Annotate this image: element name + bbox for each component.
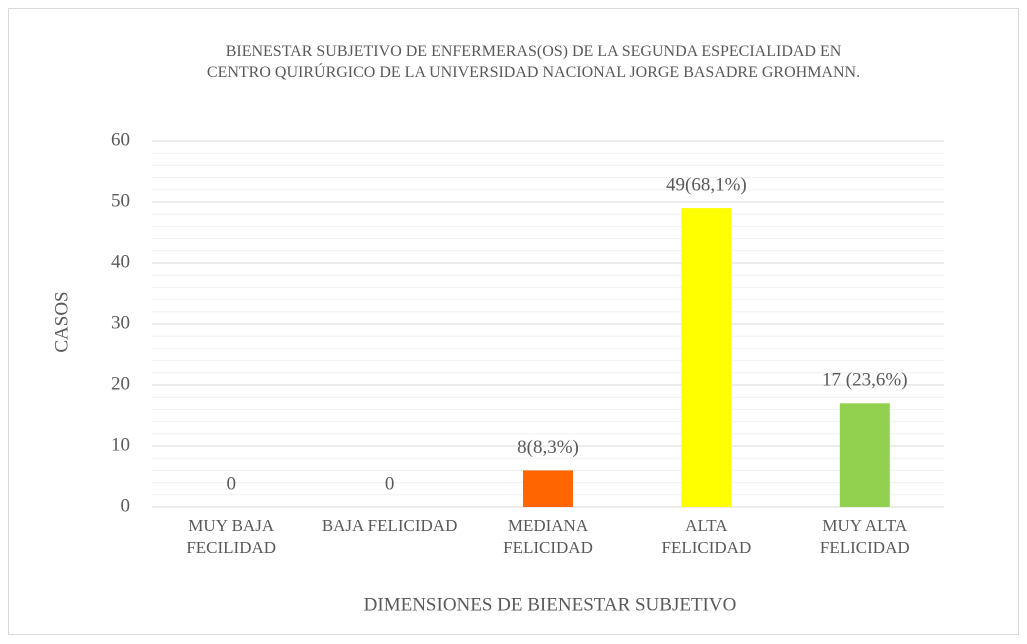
y-tick-label: 30: [111, 312, 130, 333]
x-tick-label: MEDIANA FELICIDAD: [503, 516, 593, 558]
x-tick-label: ALTA FELICIDAD: [661, 516, 752, 558]
y-tick-label: 40: [111, 251, 130, 272]
data-label: 17 (23,6%): [822, 370, 907, 391]
y-axis-title: CASOS: [51, 291, 72, 352]
data-label: 8(8,3%): [517, 437, 579, 458]
y-tick-label: 10: [111, 434, 130, 455]
chart-title: BIENESTAR SUBJETIVO DE ENFERMERAS(OS) DE…: [206, 43, 861, 81]
x-tick-label: MUY BAJA FECILIDAD: [186, 516, 277, 558]
bar: [523, 470, 573, 507]
bar: [681, 208, 732, 507]
data-label: 0: [385, 473, 395, 494]
y-tick-label: 50: [111, 190, 130, 211]
x-tick-label: BAJA FELICIDAD: [321, 516, 458, 535]
data-label: 0: [226, 473, 236, 494]
y-tick-label: 0: [121, 495, 131, 516]
chart-border: [8, 8, 1019, 635]
y-tick-label: 60: [111, 129, 130, 150]
bar: [839, 403, 890, 507]
y-tick-label: 20: [111, 373, 130, 394]
x-tick-label: MUY ALTA FELICIDAD: [819, 516, 910, 558]
data-label: 49(68,1%): [666, 174, 747, 195]
x-axis-title: DIMENSIONES DE BIENESTAR SUBJETIVO: [364, 594, 737, 615]
